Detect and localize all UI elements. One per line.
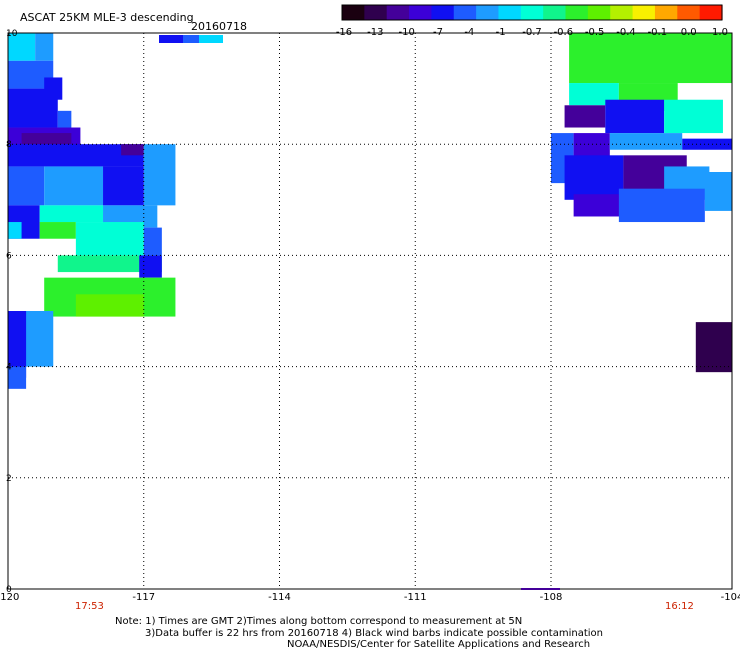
colorbar-frame	[341, 4, 723, 21]
colorbar-label-12: 0.0	[681, 27, 697, 38]
swath-cell-9	[8, 144, 144, 167]
swath-cell-34	[664, 99, 723, 134]
x-tick-label-3: -114	[268, 592, 291, 603]
colorbar-swatch-11	[565, 5, 589, 20]
date-swatch	[159, 35, 223, 43]
time-label-left: 17:53	[75, 601, 104, 612]
footer-credit: NOAA/NESDIS/Center for Satellite Applica…	[287, 639, 590, 650]
y-tick-label-3: 4	[6, 363, 12, 373]
swath-cell-16	[8, 222, 22, 239]
swath-cell-22	[57, 255, 162, 273]
swath-cell-38	[682, 138, 732, 150]
y-tick-label-1: 0	[6, 585, 12, 595]
chart-title: ASCAT 25KM MLE-3 descending	[20, 11, 194, 24]
x-tick-label-2: -117	[132, 592, 155, 603]
swath-cell-8	[21, 133, 72, 145]
swath-cell-33	[605, 99, 665, 134]
colorbar-swatch-5	[431, 5, 455, 20]
colorbar-label-6: -1	[496, 27, 506, 38]
swath-cell-23	[139, 255, 162, 278]
colorbar-swatch-9	[520, 5, 544, 20]
swath-cell-25	[75, 294, 144, 317]
grid-layer	[8, 33, 732, 589]
swath-cell-5	[8, 88, 58, 128]
swath-cell-39	[564, 155, 624, 200]
x-tick-label-5: -108	[540, 592, 563, 603]
colorbar-swatch-6	[453, 5, 477, 20]
swath-cell-37	[609, 133, 683, 150]
swath-cell-28	[8, 366, 27, 389]
colorbar-label-11: -0.1	[648, 27, 668, 38]
x-tick-label-1: -120	[0, 592, 19, 603]
swath-cell-13	[44, 166, 104, 206]
colorbar-swatch-15	[654, 5, 678, 20]
swath-cell-20	[75, 222, 144, 256]
swath-cell-32	[564, 105, 606, 128]
x-tick-label-4: -111	[404, 592, 427, 603]
colorbar-swatch-7	[476, 5, 500, 20]
colorbar-label-4: -7	[433, 27, 443, 38]
colorbar-swatch-3	[386, 5, 410, 20]
time-label-right: 16:12	[665, 601, 694, 612]
colorbar-swatch-2	[364, 5, 388, 20]
y-tick-label-5: 8	[6, 140, 12, 150]
colorbar-swatch-4	[409, 5, 433, 20]
swath-cell-43	[618, 188, 705, 223]
y-tick-label-4: 6	[6, 251, 12, 261]
colorbar-swatch-13	[610, 5, 634, 20]
y-tick-label-6: 10	[6, 29, 18, 39]
footer-note-line2: 3)Data buffer is 22 hrs from 20160718 4)…	[145, 628, 603, 639]
swath-cell-2	[35, 33, 54, 61]
colorbar-swatch-12	[587, 5, 611, 20]
swath-cell-10	[121, 144, 144, 156]
colorbar-swatch-1	[342, 5, 365, 20]
colorbar-swatch-10	[543, 5, 567, 20]
tick-layer: -120 -117 -114 -111 -108 -104 0 2 4 6 8 10	[0, 29, 740, 603]
swath-cell-12	[8, 166, 45, 206]
swath-cell-11	[143, 144, 176, 206]
colorbar-label-9: -0.5	[585, 27, 605, 38]
colorbar-swatch-16	[677, 5, 701, 20]
chart-date: 20160718	[191, 20, 247, 33]
colorbar-swatch-8	[498, 5, 522, 20]
date-swatch-cell-2	[183, 35, 199, 43]
colorbar-swatch-14	[632, 5, 656, 20]
date-swatch-cell-3	[199, 35, 223, 43]
swath-cell-17	[39, 205, 104, 223]
plot-frame	[7, 32, 733, 590]
swath-cell-21	[143, 227, 162, 256]
swath-cell-29	[569, 33, 732, 84]
colorbar-label-1: -16	[336, 27, 352, 38]
colorbar: -16 -13 -10 -7 -4 -1 -0.7 -0.6 -0.5 -0.4 -0.1 0.0 1.…	[336, 4, 728, 38]
colorbar-label-5: -4	[464, 27, 474, 38]
colorbar-label-13: 1.0	[712, 27, 728, 38]
colorbar-label-10: -0.4	[616, 27, 636, 38]
colorbar-label-3: -10	[398, 27, 414, 38]
colorbar-label-8: -0.6	[554, 27, 574, 38]
colorbar-label-7: -0.7	[522, 27, 542, 38]
swath-cell-27	[8, 311, 27, 378]
swath-cell-19	[39, 222, 76, 239]
swath-cell-44	[704, 172, 732, 211]
swath-cell-45	[695, 322, 732, 373]
swath-cell-14	[103, 166, 144, 206]
colorbar-swatch-17	[699, 5, 723, 20]
date-swatch-cell-1	[159, 35, 183, 43]
y-tick-label-2: 2	[6, 474, 12, 484]
colorbar-label-2: -13	[367, 27, 383, 38]
x-tick-label-6: -104	[721, 592, 740, 603]
swath-cell-1	[8, 33, 36, 61]
footer-note-line1: Note: 1) Times are GMT 2)Times along bot…	[115, 616, 522, 627]
swath-layer	[8, 33, 732, 389]
